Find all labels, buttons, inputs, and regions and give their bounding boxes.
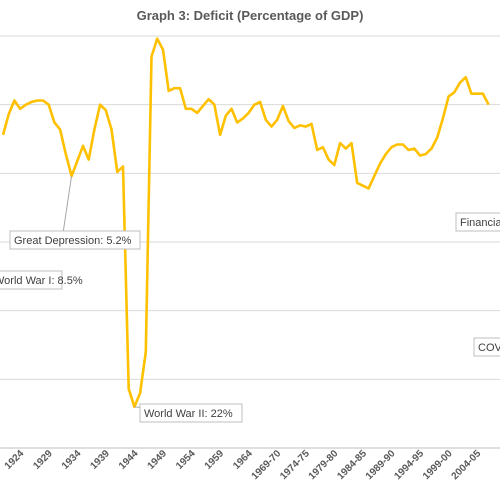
x-tick-label: 1959 [203, 448, 227, 472]
annotation-label: COV [478, 342, 500, 354]
x-tick-label: 1929 [31, 448, 55, 472]
x-tick-label: 1994-95 [392, 448, 426, 482]
x-tick-label: 1939 [88, 448, 112, 472]
x-tick-label: 1934 [60, 448, 84, 472]
deficit-line [1, 37, 490, 409]
annotation-label: Financia [460, 217, 500, 229]
x-tick-label: 1984-85 [335, 448, 369, 482]
x-tick-label: 1949 [146, 448, 170, 472]
x-tick-label: 1944 [117, 448, 141, 472]
x-tick-label: 1974-75 [278, 448, 312, 482]
annotation-box [455, 212, 500, 232]
annotation-box [473, 337, 500, 357]
x-tick-label: 1999-00 [421, 448, 455, 482]
x-tick-label: 1989-90 [364, 448, 398, 482]
annotation-box [0, 270, 63, 290]
x-tick-label: 1924 [3, 448, 27, 472]
annotation-leader [61, 176, 73, 241]
x-tick-label: 1964 [231, 448, 255, 472]
x-tick-label: 1969-70 [250, 448, 284, 482]
annotation-label: Great Depression: 5.2% [14, 235, 132, 247]
annotation-box [139, 403, 243, 423]
annotation-label: World War II: 22% [144, 408, 233, 420]
x-tick-label: 1954 [174, 448, 198, 472]
annotation-label: World War I: 8.5% [0, 275, 83, 287]
x-tick-label: 2004-05 [450, 448, 484, 482]
annotation-box [9, 230, 141, 250]
chart-title: Graph 3: Deficit (Percentage of GDP) [136, 8, 364, 23]
x-tick-label: 1979-80 [307, 448, 341, 482]
